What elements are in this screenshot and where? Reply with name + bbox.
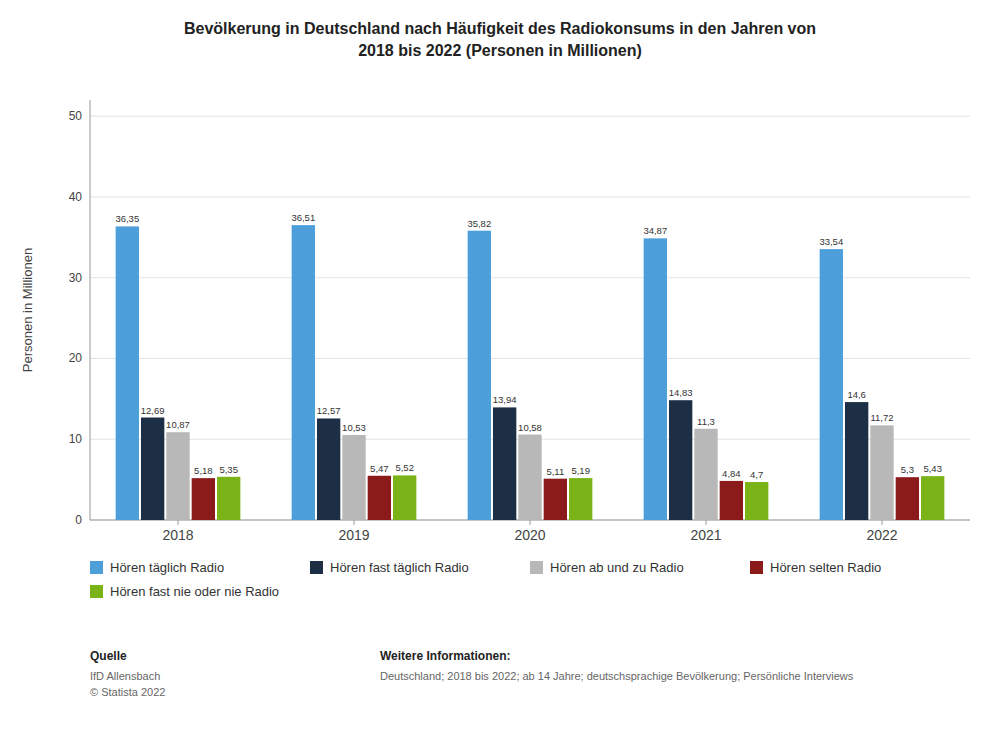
legend-label: Hören ab und zu Radio <box>550 560 684 575</box>
legend-swatch <box>750 561 763 574</box>
grid-line <box>90 116 970 117</box>
data-label: 5,52 <box>395 462 414 473</box>
x-tick-label: 2020 <box>514 527 545 543</box>
bar <box>141 418 164 520</box>
bar <box>518 435 541 520</box>
bar <box>217 477 240 520</box>
bar <box>921 476 944 520</box>
bar <box>720 481 743 520</box>
y-tick-label: 0 <box>75 513 82 527</box>
data-label: 33,54 <box>819 236 843 247</box>
bars <box>116 225 945 520</box>
x-tick-label: 2022 <box>866 527 897 543</box>
bar <box>694 429 717 520</box>
legend-swatch <box>310 561 323 574</box>
data-label: 14,83 <box>669 387 693 398</box>
bar <box>292 225 315 520</box>
legend: Hören täglich Radio Hören fast täglich Ra… <box>90 560 881 599</box>
data-label: 10,58 <box>518 422 542 433</box>
data-label: 11,3 <box>697 416 715 427</box>
bar <box>116 226 139 520</box>
y-tick-label: 10 <box>69 432 83 446</box>
text-line: Deutschland; 2018 bis 2022; ab 14 Jahre;… <box>380 670 854 682</box>
annotation: Deutschland; 2018 bis 2022; ab 14 Jahre;… <box>380 670 854 682</box>
data-label: 12,57 <box>317 405 341 416</box>
x-tick <box>706 520 707 525</box>
bar <box>192 478 215 520</box>
data-label: 11,72 <box>870 412 893 423</box>
data-label: 13,94 <box>493 394 517 405</box>
chart: Bevölkerung in Deutschland nach Häufigke… <box>0 0 1000 743</box>
legend-swatch <box>90 585 103 598</box>
bar <box>644 238 667 520</box>
x-tick-label: 2021 <box>690 527 721 543</box>
legend-label: Hören fast täglich Radio <box>330 560 469 575</box>
bar <box>468 231 491 520</box>
data-label: 34,87 <box>643 225 667 236</box>
text-line: 2018 bis 2022 (Personen in Millionen) <box>358 42 642 59</box>
x-tick-label: 2019 <box>338 527 369 543</box>
legend-swatch <box>530 561 543 574</box>
data-label: 4,7 <box>750 469 763 480</box>
legend-label: Hören fast nie oder nie Radio <box>110 584 279 599</box>
text-line: © Statista 2022 <box>90 686 165 698</box>
bar <box>820 249 843 520</box>
legend-label: Hören selten Radio <box>770 560 881 575</box>
text-line: Bevölkerung in Deutschland nach Häufigke… <box>184 20 816 37</box>
bar <box>393 475 416 520</box>
text-line: Weitere Informationen: <box>380 649 510 663</box>
bar <box>342 435 365 520</box>
bar <box>569 478 592 520</box>
data-label: 10,53 <box>342 422 366 433</box>
data-label: 12,69 <box>141 405 165 416</box>
text-line: IfD Allensbach <box>90 670 160 682</box>
x-tick <box>178 520 179 525</box>
y-tick-label: 50 <box>69 109 83 123</box>
y-axis-line <box>90 100 91 520</box>
text-line: Quelle <box>90 649 127 663</box>
annotation: Weitere Informationen: <box>380 649 510 663</box>
bar <box>669 400 692 520</box>
bar <box>896 477 919 520</box>
annotation: Quelle <box>90 649 127 663</box>
x-tick <box>882 520 883 525</box>
bar <box>493 407 516 520</box>
data-label: 5,43 <box>923 463 942 474</box>
annotation: IfD Allensbach © Statista 2022 <box>90 670 165 698</box>
data-label: 35,82 <box>467 218 491 229</box>
y-axis-label: Personen in Millionen <box>20 248 35 372</box>
x-tick <box>354 520 355 525</box>
title: Bevölkerung in Deutschland nach Häufigke… <box>184 20 816 59</box>
y-tick-label: 20 <box>69 351 83 365</box>
x-tick <box>530 520 531 525</box>
data-label: 36,35 <box>115 213 139 224</box>
bar <box>166 432 189 520</box>
data-label: 36,51 <box>291 212 315 223</box>
bar <box>870 425 893 520</box>
data-label: 5,47 <box>370 463 389 474</box>
y-tick-label: 40 <box>69 190 83 204</box>
bar <box>745 482 768 520</box>
legend-swatch <box>90 561 103 574</box>
data-label: 5,35 <box>219 464 238 475</box>
data-label: 5,18 <box>194 465 213 476</box>
bar <box>368 476 391 520</box>
data-label: 14,6 <box>847 389 866 400</box>
x-tick-label: 2018 <box>162 527 193 543</box>
bar <box>544 479 567 520</box>
data-label: 10,87 <box>166 419 190 430</box>
grid-line <box>90 196 970 197</box>
data-label: 5,3 <box>901 464 914 475</box>
y-tick-label: 30 <box>69 271 83 285</box>
legend-label: Hören täglich Radio <box>110 560 224 575</box>
bar <box>845 402 868 520</box>
bar <box>317 418 340 520</box>
data-label: 4,84 <box>722 468 741 479</box>
data-label: 5,11 <box>546 466 564 477</box>
data-label: 5,19 <box>571 465 590 476</box>
